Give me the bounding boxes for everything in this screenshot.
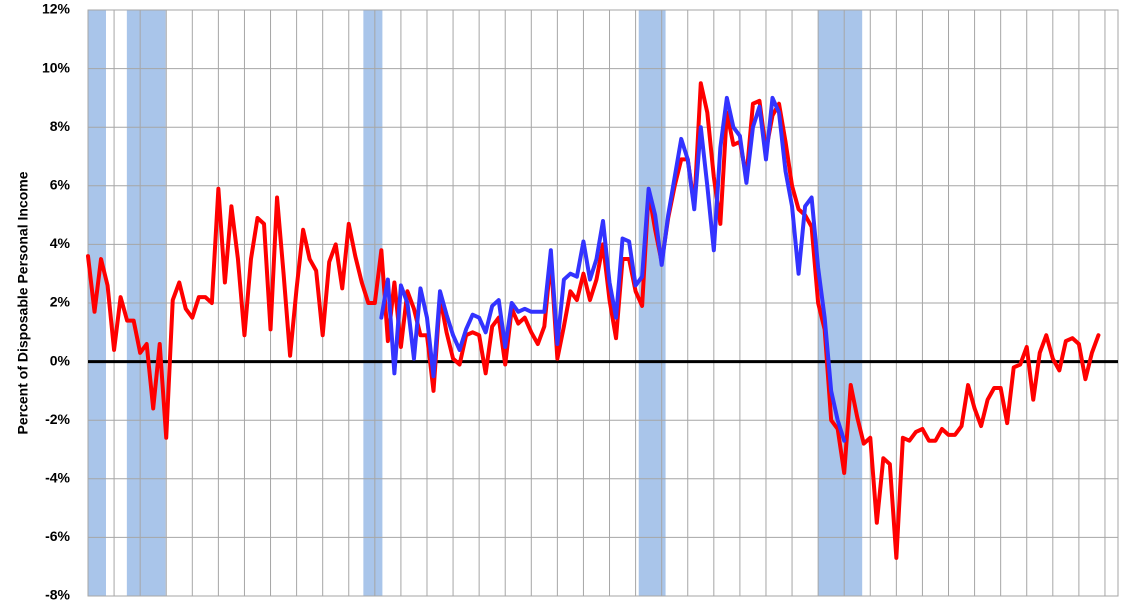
y-tick-label: 0%: [50, 352, 71, 368]
y-axis-label: Percent of Disposable Personal Income: [15, 171, 31, 434]
y-tick-label: -4%: [45, 470, 70, 486]
y-tick-label: -2%: [45, 411, 70, 427]
series-line: [379, 95, 847, 443]
series-line: [86, 81, 1101, 560]
y-tick-label: 6%: [50, 177, 71, 193]
y-tick-label: -6%: [45, 528, 70, 544]
y-tick-label: -8%: [45, 587, 70, 600]
y-tick-label: 2%: [50, 294, 71, 310]
y-tick-label: 10%: [42, 59, 71, 75]
plot-border: [87, 9, 1119, 597]
y-tick-label: 12%: [42, 1, 71, 17]
y-tick-label: 8%: [50, 118, 71, 134]
y-tick-label: 4%: [50, 235, 71, 251]
